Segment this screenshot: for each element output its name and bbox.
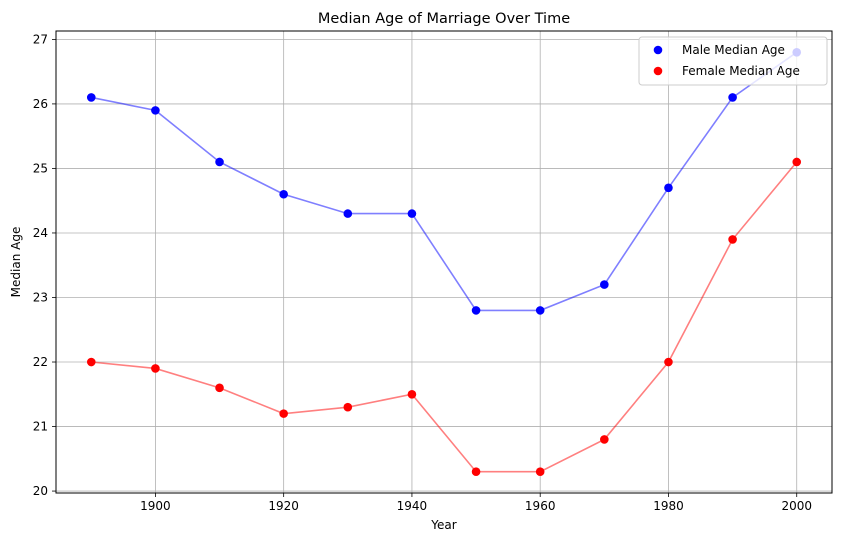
- female-data-point: [407, 389, 417, 399]
- male-legend-label: Male Median Age: [682, 43, 785, 57]
- male-legend-marker: [653, 45, 663, 55]
- female-data-point: [471, 467, 481, 477]
- male-data-point: [600, 280, 609, 289]
- male-series-line: [91, 51, 798, 312]
- male-data-point: [407, 209, 417, 218]
- x-tick-label: 2000: [781, 499, 812, 513]
- plot-frame: [55, 30, 833, 494]
- y-axis-title: Median Age: [9, 227, 23, 298]
- y-tick-label: 26: [33, 97, 48, 111]
- female-data-point: [215, 383, 224, 393]
- female-data-point: [792, 157, 802, 167]
- x-axis-title: Year: [430, 518, 456, 532]
- y-tick-label: 27: [33, 32, 48, 46]
- male-data-point: [728, 93, 737, 102]
- chart-title: Median Age of Marriage Over Time: [318, 11, 570, 27]
- male-data-point: [86, 93, 96, 102]
- female-data-point: [151, 364, 160, 373]
- male-data-point: [535, 306, 545, 315]
- y-tick-label: 24: [33, 226, 48, 240]
- axis-ticks: 1900 1920 1940 1960 1980 2000 20 21 22 23 24 25 26 27: [33, 32, 812, 513]
- y-tick-label: 25: [33, 161, 48, 175]
- male-data-point: [343, 209, 353, 218]
- male-data-point: [279, 189, 288, 199]
- x-tick-label: 1980: [653, 499, 684, 513]
- legend-box: [638, 36, 828, 86]
- legend: Male Median Age Female Median Age: [638, 36, 828, 86]
- y-tick-label: 21: [33, 420, 48, 434]
- y-tick-label: 23: [33, 290, 48, 304]
- male-data-point: [664, 183, 673, 193]
- female-data-point: [86, 357, 96, 367]
- female-legend-label: Female Median Age: [682, 64, 800, 78]
- x-tick-label: 1920: [268, 499, 299, 513]
- female-series-line: [91, 161, 798, 473]
- x-tick-label: 1900: [140, 499, 171, 513]
- male-data-point: [471, 306, 481, 315]
- x-tick-label: 1940: [397, 499, 428, 513]
- female-data-point: [600, 435, 609, 444]
- female-legend-marker: [653, 66, 663, 76]
- male-data-point: [215, 157, 224, 167]
- female-data-point: [343, 402, 353, 412]
- y-tick-label: 20: [33, 484, 48, 498]
- female-data-point: [279, 409, 288, 418]
- female-data-point: [535, 467, 545, 477]
- y-tick-label: 22: [33, 355, 48, 369]
- male-data-point: [151, 106, 160, 115]
- female-data-point: [664, 357, 673, 367]
- x-tick-label: 1960: [525, 499, 556, 513]
- female-data-point: [728, 235, 737, 244]
